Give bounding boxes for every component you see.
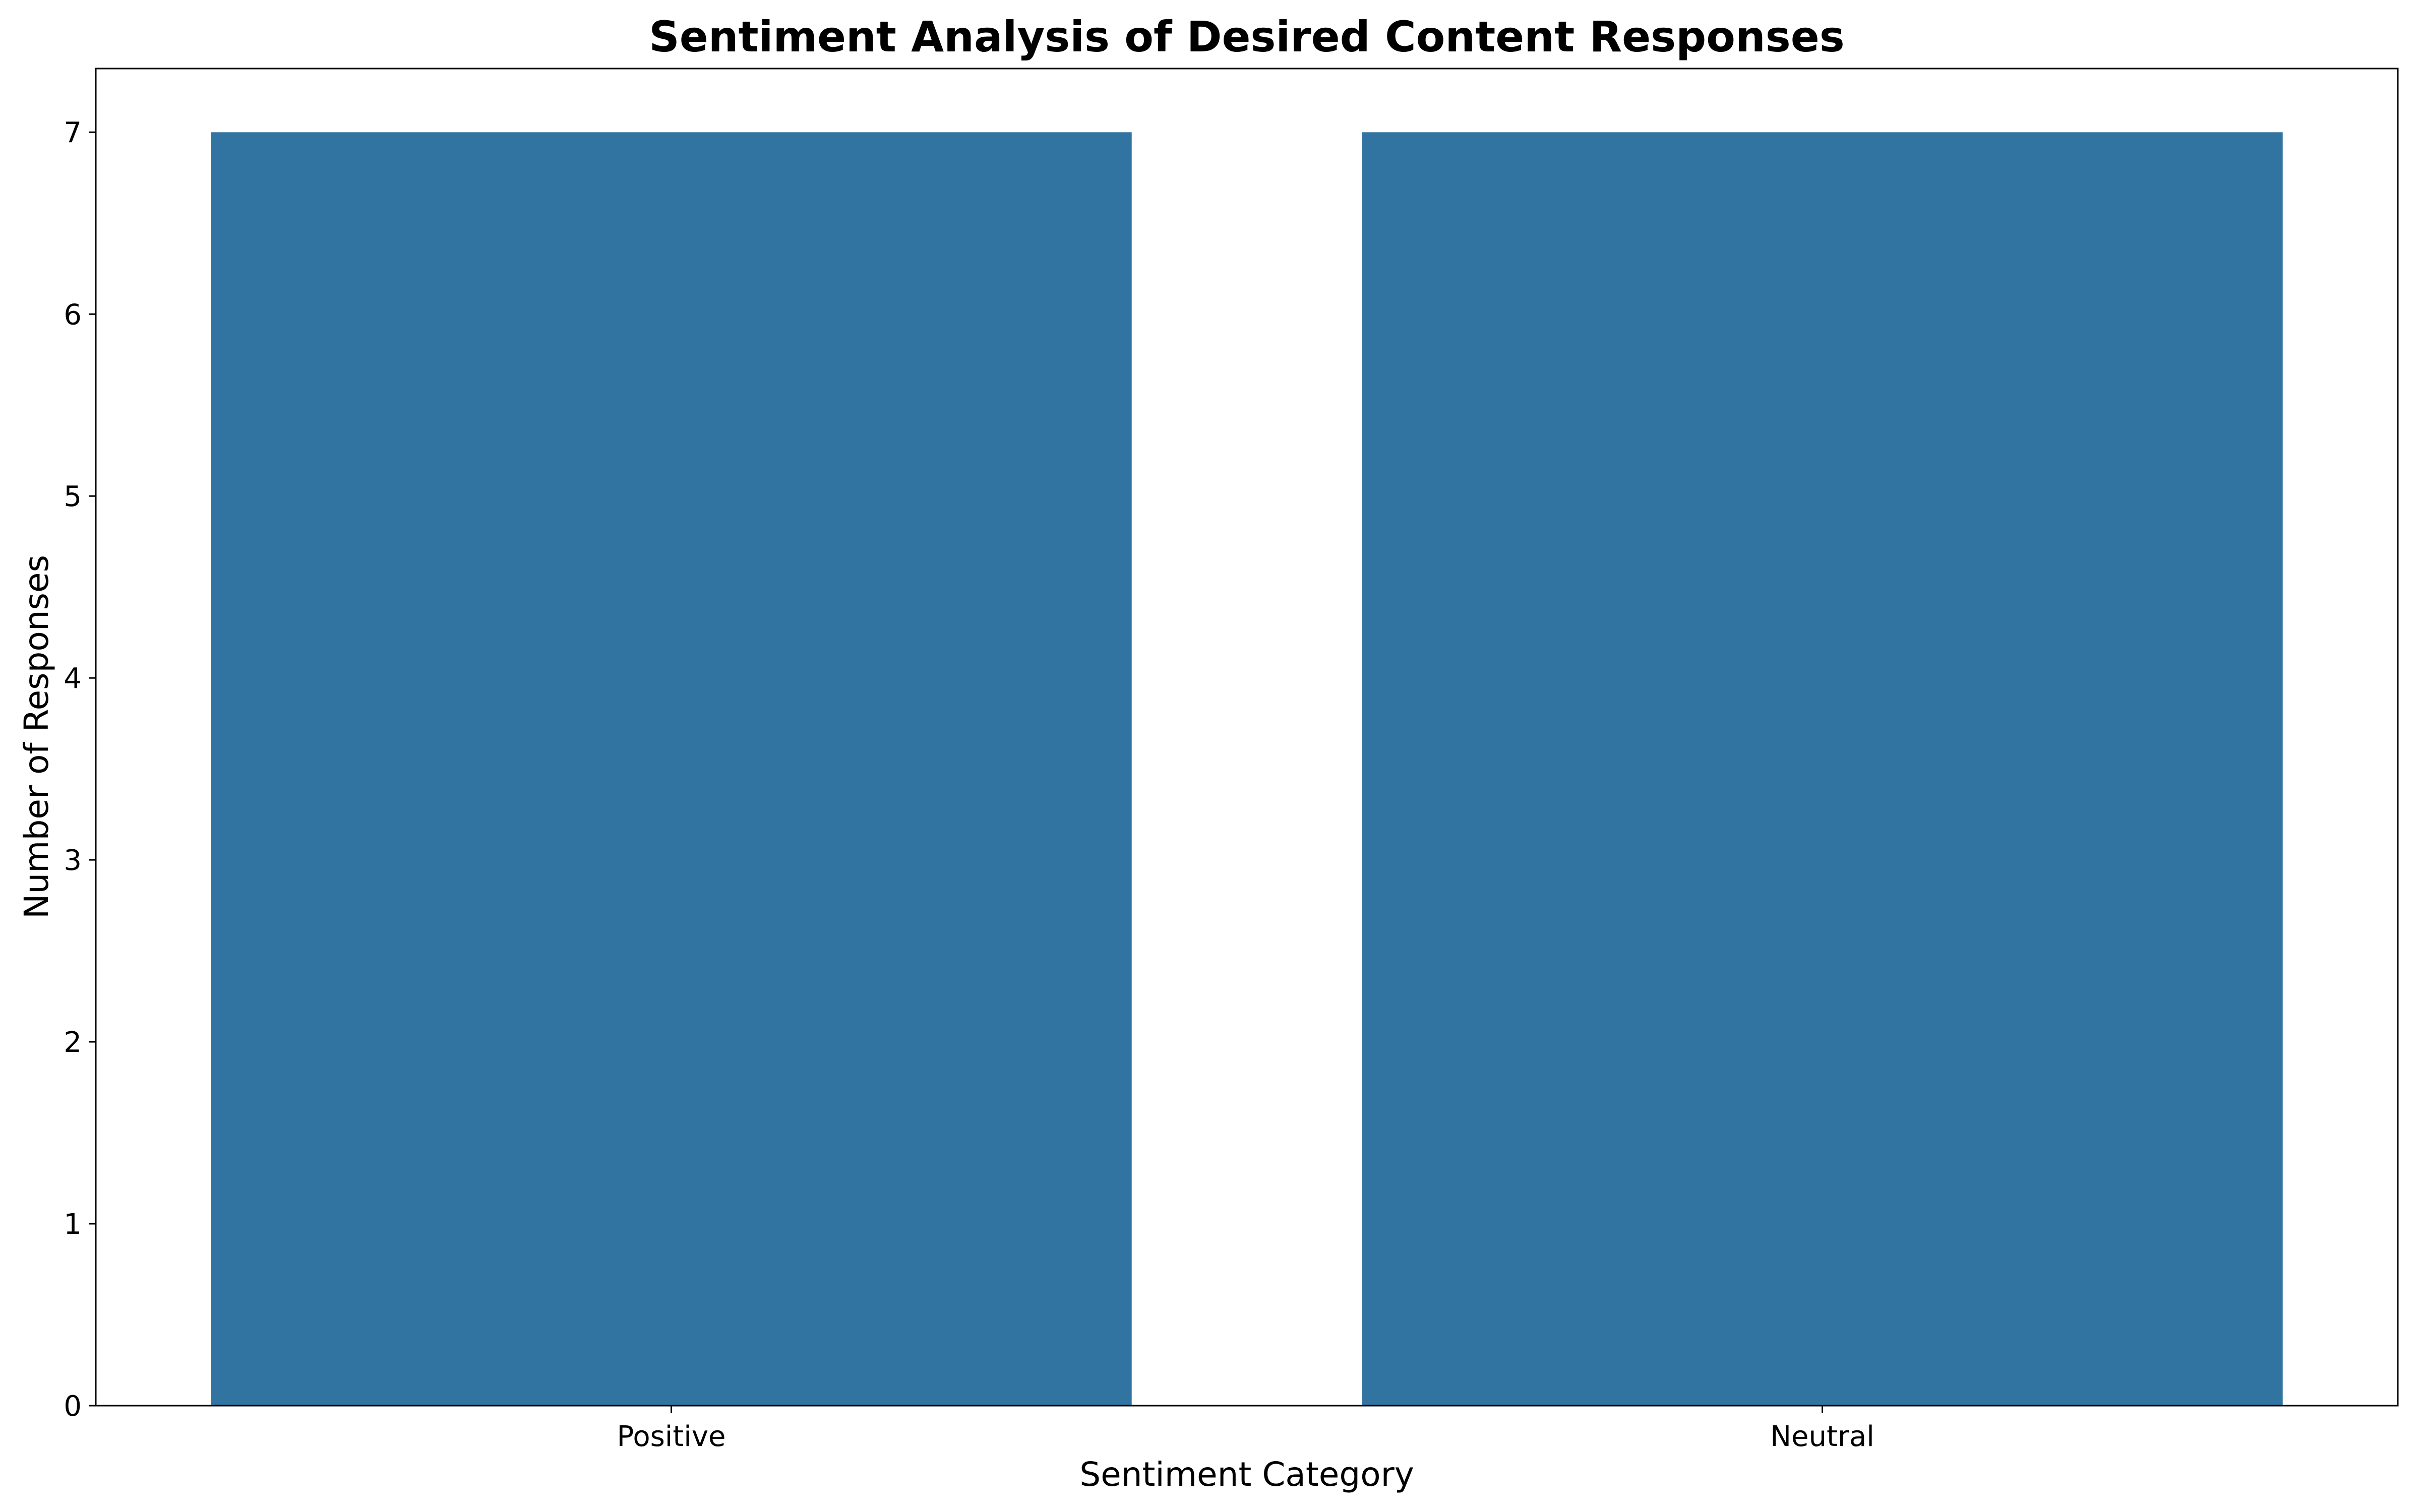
x-tick-label: Neutral xyxy=(1770,1420,1874,1453)
y-tick-label: 4 xyxy=(64,662,82,695)
bar-positive xyxy=(211,132,1132,1406)
x-axis-label: Sentiment Category xyxy=(1079,1455,1414,1494)
y-tick-label: 3 xyxy=(64,844,82,877)
bars-layer xyxy=(211,132,2283,1406)
y-tick-label: 7 xyxy=(64,116,82,149)
y-tick-label: 2 xyxy=(64,1026,82,1059)
y-tick-label: 6 xyxy=(64,298,82,331)
x-axis-ticks: Positive Neutral xyxy=(617,1406,1874,1453)
plot-frame xyxy=(95,68,2399,1407)
y-tick-label: 5 xyxy=(64,480,82,513)
y-tick-label: 0 xyxy=(64,1390,82,1423)
bar-neutral xyxy=(1362,132,2283,1406)
x-tick-label: Positive xyxy=(617,1420,726,1453)
chart-title: Sentiment Analysis of Desired Content Re… xyxy=(649,12,1844,61)
y-tick-label: 1 xyxy=(64,1208,82,1241)
y-axis-label: Number of Responses xyxy=(17,555,56,919)
y-axis-ticks: 0 1 2 3 4 5 6 7 xyxy=(64,116,96,1423)
